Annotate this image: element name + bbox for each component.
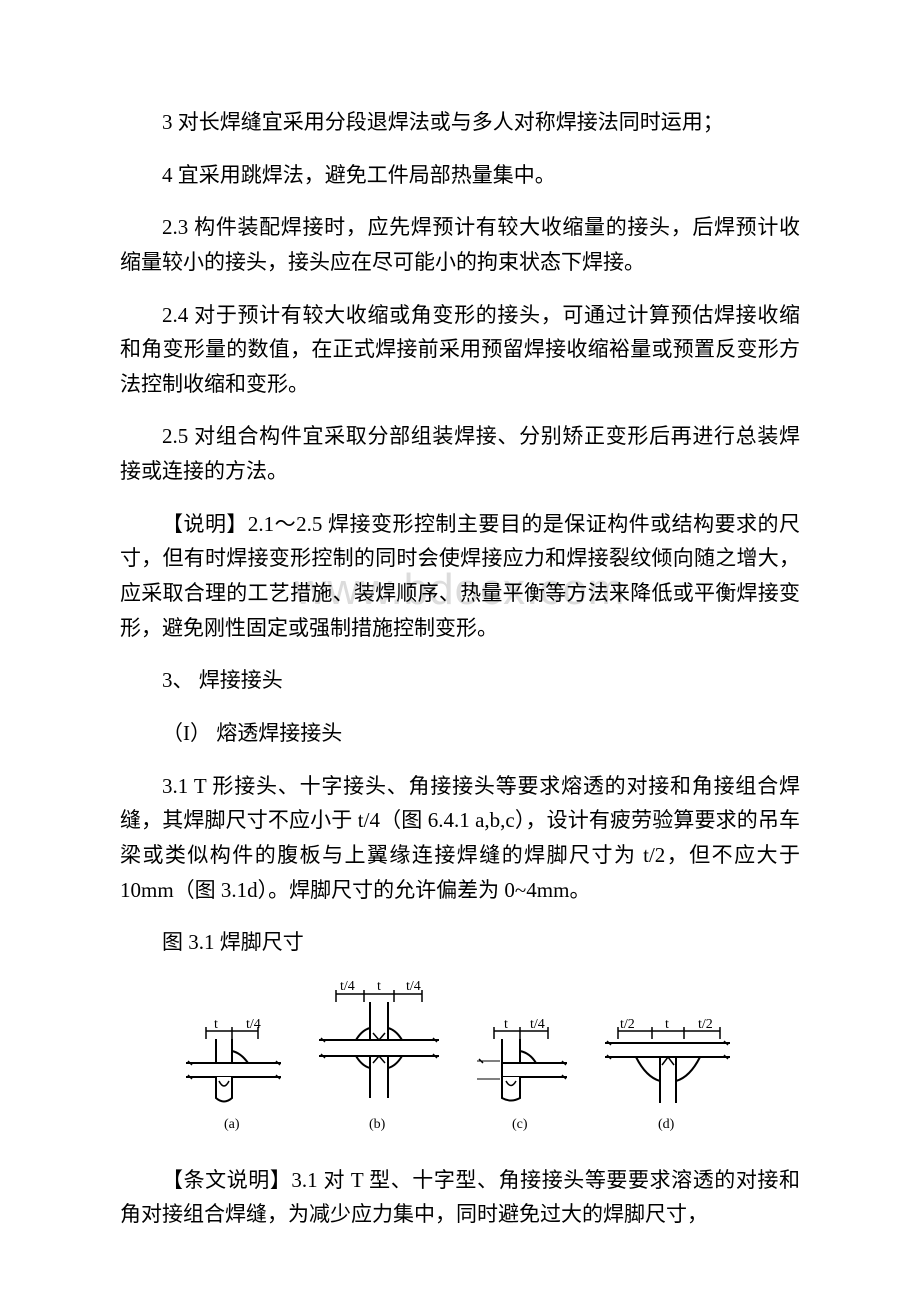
paragraph-3: 2.3 构件装配焊接时，应先焊预计有较大收缩量的接头，后焊预计收缩量较小的接头，… (120, 210, 800, 279)
svg-text:t: t (504, 1017, 508, 1032)
subfig-label-d: (d) (658, 1117, 675, 1132)
subfigure-c: t t/4 (472, 1003, 572, 1133)
subfig-label-c: (c) (512, 1117, 528, 1132)
svg-text:t/4: t/4 (530, 1017, 545, 1032)
dim-label-t: t (214, 1017, 218, 1032)
svg-text:t/2: t/2 (620, 1017, 635, 1032)
paragraph-8: 【条文说明】3.1 对 T 型、十字型、角接接头等要要求溶透的对接和角对接组合焊… (120, 1163, 800, 1232)
svg-text:t: t (665, 1017, 669, 1032)
weld-diagram-c: t t/4 (472, 1003, 572, 1133)
svg-text:t/2: t/2 (698, 1017, 713, 1032)
paragraph-1: 3 对长焊缝宜采用分段退焊法或与多人对称焊接法同时运用； (120, 105, 800, 140)
document-content: 3 对长焊缝宜采用分段退焊法或与多人对称焊接法同时运用； 4 宜采用跳焊法，避免… (120, 105, 800, 1232)
section-heading-i: （I） 熔透焊接接头 (120, 716, 800, 751)
weld-diagram-d: t/2 t t/2 (600, 1003, 735, 1133)
subfigure-a: t t/4 (186, 1003, 286, 1133)
paragraph-4: 2.4 对于预计有较大收缩或角变形的接头，可通过计算预估焊接收缩和角变形量的数值… (120, 298, 800, 402)
subfig-label-a: (a) (224, 1117, 240, 1132)
svg-text:t: t (377, 979, 381, 994)
subfigure-b: t/4 t t/4 (314, 978, 444, 1133)
subfig-label-b: (b) (369, 1117, 386, 1132)
subfigure-d: t/2 t t/2 (600, 1003, 735, 1133)
svg-text:t/4: t/4 (406, 979, 421, 994)
paragraph-2: 4 宜采用跳焊法，避免工件局部热量集中。 (120, 158, 800, 193)
weld-diagram-a: t t/4 (186, 1003, 286, 1133)
paragraph-5: 2.5 对组合构件宜采取分部组装焊接、分别矫正变形后再进行总装焊接或连接的方法。 (120, 419, 800, 488)
weld-diagram-b: t/4 t t/4 (314, 978, 444, 1133)
section-heading-3: 3、 焊接接头 (120, 663, 800, 698)
svg-text:t/4: t/4 (340, 979, 355, 994)
figure-3-1: t t/4 (120, 978, 800, 1133)
figure-caption: 图 3.1 焊脚尺寸 (120, 925, 800, 960)
paragraph-7: 3.1 T 形接头、十字接头、角接接头等要求熔透的对接和角接组合焊缝，其焊脚尺寸… (120, 769, 800, 908)
explanation-paragraph: 【说明】2.1～2.5 焊接变形控制主要目的是保证构件或结构要求的尺寸，但有时焊… (120, 507, 800, 646)
